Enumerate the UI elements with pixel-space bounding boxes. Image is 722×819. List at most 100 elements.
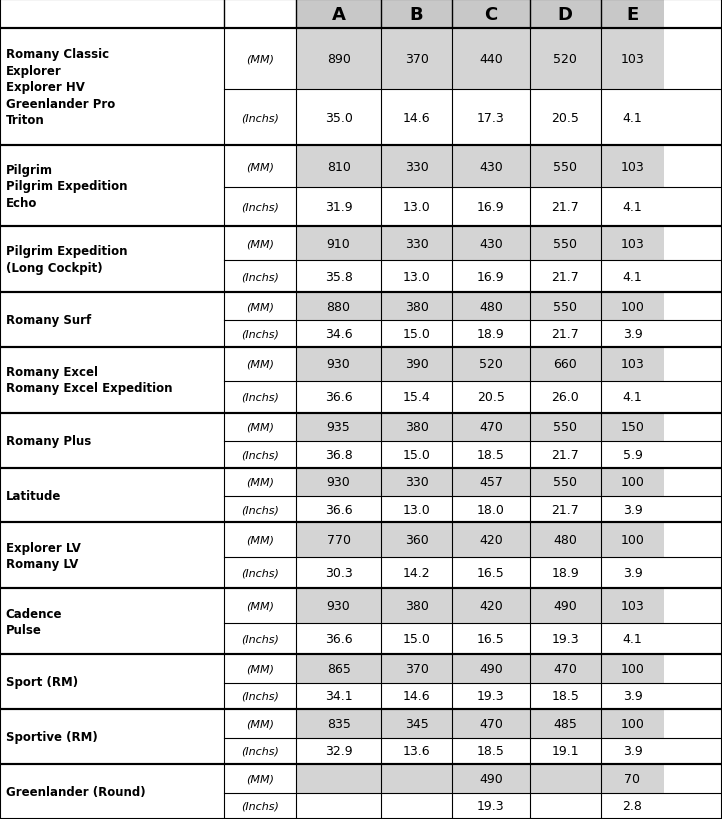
Text: 103: 103: [621, 358, 644, 371]
Text: Pilgrim Expedition
(Long Cockpit): Pilgrim Expedition (Long Cockpit): [6, 245, 127, 274]
Bar: [224, 523, 296, 557]
Text: 520: 520: [553, 53, 578, 66]
Text: 3.9: 3.9: [622, 567, 643, 579]
Text: 550: 550: [553, 421, 578, 434]
Bar: [530, 382, 601, 413]
Text: (MM): (MM): [246, 55, 274, 65]
Bar: [452, 441, 530, 468]
Text: 470: 470: [479, 421, 503, 434]
Text: 100: 100: [620, 717, 645, 730]
Bar: [224, 589, 296, 623]
Text: 380: 380: [404, 421, 429, 434]
Bar: [0, 709, 224, 764]
Text: 935: 935: [327, 421, 350, 434]
Text: 36.8: 36.8: [325, 448, 352, 461]
Bar: [381, 382, 452, 413]
Text: 16.9: 16.9: [477, 201, 505, 214]
Text: 330: 330: [405, 476, 428, 489]
Bar: [296, 413, 381, 441]
Bar: [296, 738, 381, 764]
Bar: [601, 623, 664, 654]
Bar: [381, 261, 452, 292]
Text: Pilgrim
Pilgrim Expedition
Echo: Pilgrim Pilgrim Expedition Echo: [6, 164, 127, 210]
Text: 480: 480: [479, 301, 503, 313]
Bar: [296, 764, 381, 793]
Text: 18.0: 18.0: [477, 503, 505, 516]
Bar: [0, 764, 224, 819]
Text: 420: 420: [479, 533, 503, 546]
Bar: [224, 382, 296, 413]
Bar: [0, 292, 224, 347]
Text: 810: 810: [326, 161, 351, 174]
Bar: [601, 292, 664, 321]
Bar: [296, 557, 381, 589]
Text: 19.3: 19.3: [477, 799, 505, 812]
Text: 490: 490: [479, 772, 503, 785]
Text: 34.1: 34.1: [325, 690, 352, 703]
Bar: [0, 468, 224, 523]
Bar: [224, 654, 296, 683]
Text: 4.1: 4.1: [622, 270, 643, 283]
Text: (Inchs): (Inchs): [241, 505, 279, 514]
Bar: [296, 468, 381, 496]
Text: 21.7: 21.7: [552, 201, 579, 214]
Bar: [601, 441, 664, 468]
Bar: [296, 347, 381, 382]
Text: 20.5: 20.5: [477, 391, 505, 404]
Text: 4.1: 4.1: [622, 632, 643, 645]
Bar: [224, 764, 296, 793]
Text: 100: 100: [620, 476, 645, 489]
Text: Romany Surf: Romany Surf: [6, 314, 91, 327]
Text: Cadence
Pulse: Cadence Pulse: [6, 607, 62, 636]
Text: 420: 420: [479, 600, 503, 613]
Bar: [530, 709, 601, 738]
Bar: [224, 147, 296, 188]
Text: 370: 370: [404, 53, 429, 66]
Bar: [530, 441, 601, 468]
Bar: [601, 683, 664, 709]
Text: 4.1: 4.1: [622, 111, 643, 124]
Text: 15.4: 15.4: [403, 391, 430, 404]
Bar: [381, 738, 452, 764]
Bar: [601, 188, 664, 227]
Bar: [452, 468, 530, 496]
Text: 550: 550: [553, 238, 578, 251]
Text: C: C: [484, 6, 497, 24]
Bar: [296, 382, 381, 413]
Bar: [452, 764, 530, 793]
Text: 35.8: 35.8: [325, 270, 352, 283]
Text: 19.3: 19.3: [477, 690, 505, 703]
Bar: [224, 292, 296, 321]
Bar: [530, 738, 601, 764]
Bar: [601, 90, 664, 147]
Bar: [224, 468, 296, 496]
Bar: [530, 793, 601, 819]
Text: (MM): (MM): [246, 162, 274, 172]
Bar: [224, 496, 296, 523]
Text: (Inchs): (Inchs): [241, 746, 279, 756]
Text: 18.9: 18.9: [552, 567, 579, 579]
Bar: [224, 188, 296, 227]
Text: 13.0: 13.0: [403, 270, 430, 283]
Bar: [224, 321, 296, 347]
Bar: [0, 523, 224, 589]
Text: 3.9: 3.9: [622, 744, 643, 758]
Text: (MM): (MM): [246, 773, 274, 784]
Bar: [601, 468, 664, 496]
Bar: [601, 793, 664, 819]
Text: 18.5: 18.5: [477, 448, 505, 461]
Text: (MM): (MM): [246, 718, 274, 729]
Text: 14.6: 14.6: [403, 111, 430, 124]
Text: 15.0: 15.0: [403, 328, 430, 341]
Bar: [530, 0, 601, 29]
Bar: [601, 261, 664, 292]
Bar: [452, 496, 530, 523]
Bar: [601, 496, 664, 523]
Text: 3.9: 3.9: [622, 328, 643, 341]
Bar: [530, 188, 601, 227]
Bar: [452, 413, 530, 441]
Bar: [296, 589, 381, 623]
Text: 36.6: 36.6: [325, 391, 352, 404]
Text: 470: 470: [479, 717, 503, 730]
Bar: [381, 188, 452, 227]
